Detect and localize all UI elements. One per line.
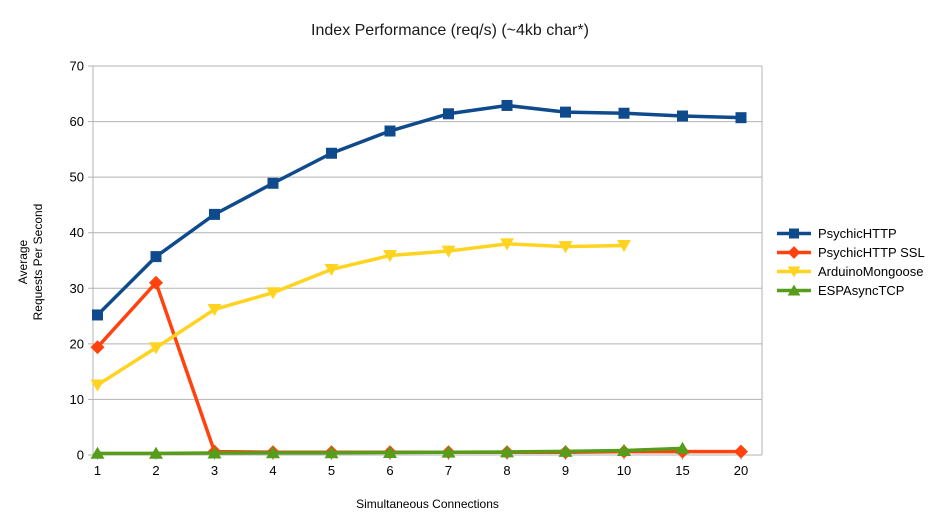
y-axis-title-line2: Requests Per Second xyxy=(31,203,45,321)
y-axis-title: Average Requests Per Second xyxy=(16,204,46,321)
series-marker-triangle-up-icon xyxy=(441,445,456,458)
series-marker-square-icon xyxy=(789,228,799,239)
series-marker-diamond-icon xyxy=(149,275,163,290)
x-axis-title: Simultaneous Connections xyxy=(356,497,499,511)
y-tick-label: 50 xyxy=(70,170,84,185)
series-psychichttp-ssl xyxy=(90,275,748,460)
series-marker-triangle-up-icon xyxy=(558,444,573,457)
x-tick-label: 5 xyxy=(328,463,335,478)
y-tick-label: 30 xyxy=(70,281,84,296)
legend-marker-diamond-icon xyxy=(777,246,811,259)
x-tick-label: 15 xyxy=(675,463,689,478)
series-marker-triangle-down-icon xyxy=(383,250,397,263)
y-tick-label: 10 xyxy=(70,392,84,407)
x-tick-label: 7 xyxy=(445,463,452,478)
series-marker-triangle-down-icon xyxy=(617,240,631,253)
series-marker-triangle-down-icon xyxy=(324,263,339,277)
x-tick-label: 4 xyxy=(269,463,276,478)
legend-label: ArduinoMongoose xyxy=(818,264,924,279)
legend-label: PsychicHTTP SSL xyxy=(818,245,925,260)
legend: PsychicHTTP PsychicHTTP SSL ArduinoMongo… xyxy=(776,224,925,300)
series-line xyxy=(95,103,743,317)
series-psychichttp xyxy=(92,99,747,321)
series-marker-square-icon xyxy=(501,99,513,111)
series-marker-diamond-icon xyxy=(734,444,748,459)
series-marker-square-icon xyxy=(677,110,688,122)
series-marker-square-icon xyxy=(92,309,103,321)
chart-title: Index Performance (req/s) (~4kb char*) xyxy=(311,22,589,39)
legend-marker-square-icon xyxy=(777,228,811,239)
x-tick-label: 2 xyxy=(152,463,159,478)
series-marker-triangle-down-icon xyxy=(266,287,280,300)
legend-marker-triangle-down-icon xyxy=(777,266,811,278)
series-line xyxy=(95,280,743,454)
series-marker-triangle-up-icon xyxy=(266,446,280,459)
legend-item-psychichttp: PsychicHTTP xyxy=(776,224,925,243)
series-marker-triangle-up-icon xyxy=(617,443,631,457)
y-tick-label: 70 xyxy=(70,59,84,74)
series-marker-triangle-up-icon xyxy=(383,445,397,458)
series-marker-triangle-down-icon xyxy=(149,342,163,355)
x-tick-label: 3 xyxy=(211,463,218,478)
x-tick-label: 9 xyxy=(562,463,569,478)
series-marker-triangle-up-icon xyxy=(324,446,339,459)
series-marker-triangle-up-icon xyxy=(787,284,801,296)
series-marker-triangle-up-icon xyxy=(90,446,105,459)
series-marker-square-icon xyxy=(267,177,279,189)
series-marker-square-icon xyxy=(735,112,747,124)
series-arduinomongoose xyxy=(90,238,631,392)
series-marker-square-icon xyxy=(443,108,454,120)
legend-label: ESPAsyncTCP xyxy=(818,283,905,298)
series-marker-square-icon xyxy=(618,107,630,119)
x-tick-label: 8 xyxy=(503,463,510,478)
series-marker-triangle-down-icon xyxy=(500,238,514,251)
legend-label: PsychicHTTP xyxy=(818,226,897,241)
series-marker-square-icon xyxy=(560,106,571,118)
x-tick-label: 6 xyxy=(386,463,393,478)
x-tick-label: 1 xyxy=(94,463,101,478)
series-marker-square-icon xyxy=(326,147,337,159)
legend-item-espasynctcp: ESPAsyncTCP xyxy=(776,281,925,300)
series-espasynctcp xyxy=(90,441,690,459)
series-marker-diamond-icon xyxy=(90,340,105,355)
x-tick-label: 20 xyxy=(734,463,748,478)
series-marker-triangle-down-icon xyxy=(558,241,573,254)
series-marker-square-icon xyxy=(150,251,162,263)
series-marker-triangle-down-icon xyxy=(441,245,456,258)
y-axis-title-line1: Average xyxy=(16,239,30,285)
legend-item-arduinomongoose: ArduinoMongoose xyxy=(776,262,925,281)
series-marker-triangle-up-icon xyxy=(207,446,222,459)
series-marker-triangle-down-icon xyxy=(787,266,801,278)
x-tick-label: 10 xyxy=(617,463,631,478)
series-marker-triangle-up-icon xyxy=(149,446,163,459)
series-marker-triangle-down-icon xyxy=(90,379,105,392)
legend-item-psychichttp-ssl: PsychicHTTP SSL xyxy=(776,243,925,262)
legend-marker-triangle-up-icon xyxy=(777,284,811,296)
series-marker-triangle-up-icon xyxy=(500,445,514,458)
series-marker-triangle-up-icon xyxy=(675,441,690,454)
series-marker-diamond-icon xyxy=(787,246,801,259)
series-marker-triangle-down-icon xyxy=(207,303,222,317)
y-tick-label: 0 xyxy=(77,448,84,463)
y-tick-label: 60 xyxy=(70,114,84,129)
y-tick-label: 40 xyxy=(70,225,84,240)
y-tick-label: 20 xyxy=(70,336,84,351)
series-line xyxy=(95,242,626,387)
series-marker-square-icon xyxy=(209,208,220,220)
series-marker-square-icon xyxy=(384,125,396,137)
